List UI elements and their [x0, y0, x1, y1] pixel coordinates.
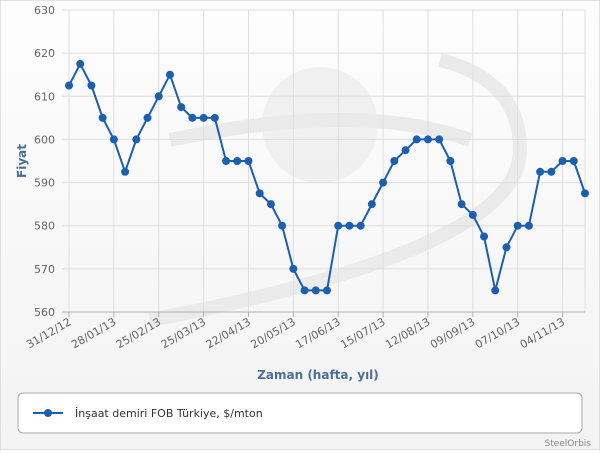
grid — [62, 9, 586, 313]
data-point[interactable] — [412, 135, 421, 144]
data-point[interactable] — [502, 243, 511, 252]
legend-box — [17, 392, 583, 434]
data-point[interactable] — [379, 178, 388, 187]
data-point[interactable] — [558, 157, 567, 165]
data-point[interactable] — [300, 286, 309, 295]
data-point[interactable] — [524, 221, 533, 230]
data-point[interactable] — [435, 135, 444, 144]
legend-label[interactable]: İnşaat demiri FOB Türkiye, $/mton — [75, 407, 263, 420]
data-point[interactable] — [188, 113, 197, 122]
x-axis-label: Zaman (hafta, yıl) — [257, 368, 379, 382]
data-point[interactable] — [278, 221, 287, 230]
data-point[interactable] — [323, 286, 331, 295]
data-point[interactable] — [233, 157, 242, 165]
credit-text: SteelOrbis — [544, 439, 591, 449]
data-point[interactable] — [255, 189, 264, 198]
data-point[interactable] — [423, 135, 432, 144]
y-axis-label: Fiyat — [15, 144, 29, 178]
y-tick-label: 570 — [34, 263, 55, 276]
y-tick-label: 580 — [34, 220, 55, 233]
data-point[interactable] — [76, 59, 85, 68]
data-point[interactable] — [311, 286, 320, 295]
y-axis: 560 570 580 590 600 610 620 630 — [34, 4, 55, 319]
data-point[interactable] — [345, 221, 354, 230]
data-point[interactable] — [289, 264, 298, 273]
data-point[interactable] — [356, 221, 365, 230]
data-point[interactable] — [468, 210, 477, 219]
legend-point-marker — [44, 409, 52, 417]
data-point[interactable] — [165, 70, 174, 79]
data-point[interactable] — [367, 200, 376, 209]
y-tick-label: 630 — [34, 4, 55, 17]
y-tick-label: 590 — [34, 177, 55, 190]
data-point[interactable] — [334, 221, 343, 230]
data-point[interactable] — [154, 92, 163, 101]
data-point[interactable] — [87, 81, 96, 90]
data-point[interactable] — [457, 200, 466, 209]
data-point[interactable] — [143, 113, 152, 122]
data-point[interactable] — [109, 135, 118, 144]
data-point[interactable] — [266, 200, 275, 209]
data-point[interactable] — [132, 135, 141, 144]
y-tick-label: 610 — [34, 90, 55, 103]
y-tick-label: 600 — [34, 133, 55, 146]
data-point[interactable] — [177, 103, 186, 112]
data-point[interactable] — [121, 167, 130, 176]
data-point[interactable] — [480, 232, 489, 241]
data-point[interactable] — [513, 221, 522, 230]
data-point[interactable] — [536, 167, 545, 176]
y-tick-label: 560 — [34, 306, 55, 319]
data-point[interactable] — [244, 157, 253, 165]
series-layer — [65, 59, 589, 295]
data-point[interactable] — [401, 146, 410, 155]
data-point[interactable] — [210, 113, 219, 122]
data-point[interactable] — [65, 81, 73, 90]
data-point[interactable] — [222, 157, 231, 165]
data-point[interactable] — [199, 113, 208, 122]
data-point[interactable] — [491, 286, 500, 295]
data-point[interactable] — [569, 157, 578, 165]
data-point[interactable] — [390, 157, 399, 165]
y-tick-label: 620 — [34, 47, 55, 60]
data-point[interactable] — [581, 189, 589, 198]
data-point[interactable] — [446, 157, 455, 165]
data-point[interactable] — [98, 113, 107, 122]
data-point[interactable] — [547, 167, 556, 176]
